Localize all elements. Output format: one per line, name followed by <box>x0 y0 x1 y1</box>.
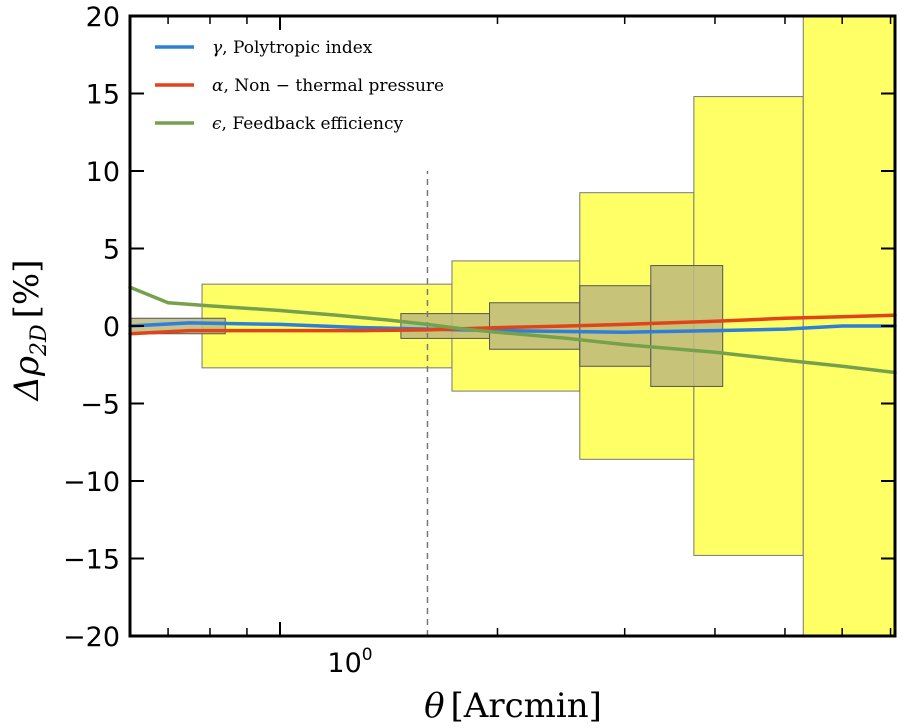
y-tick-label: 20 <box>86 2 120 33</box>
legend: γ, Polytropic index α, Non − thermal pre… <box>155 38 444 134</box>
legend-label-alpha: α, Non − thermal pressure <box>212 76 444 96</box>
x-axis-label-bracket: [Arcmin] <box>451 686 602 726</box>
y-axis-label-bracket: [%] <box>7 259 47 318</box>
y-tick-label: −10 <box>63 467 120 498</box>
plot-frame <box>128 14 897 638</box>
error-box-gray-4 <box>650 265 724 387</box>
series-layer <box>128 285 897 375</box>
y-axis-label-sub: 2D <box>27 324 52 357</box>
x-tick-label-base: 10 <box>327 648 361 679</box>
y-tick-label: 15 <box>86 80 120 111</box>
series-line-epsilon <box>128 285 897 375</box>
y-tick-label: 0 <box>103 312 120 343</box>
legend-label-epsilon: ϵ, Feedback efficiency <box>212 114 404 134</box>
ticks-layer: −20 −15 −10 −5 0 5 10 15 20 <box>63 2 895 653</box>
y-tick-label: −15 <box>63 545 120 576</box>
series-line-alpha <box>128 313 897 336</box>
y-tick-label: 5 <box>103 235 120 266</box>
x-axis-label: θ [Arcmin] <box>424 686 602 726</box>
x-axis-label-main: θ <box>424 686 444 726</box>
legend-label-gamma: γ, Polytropic index <box>212 38 373 58</box>
y-axis-label-main: Δρ <box>7 356 47 403</box>
y-tick-label: −20 <box>63 622 120 653</box>
x-tick-label-exp: 0 <box>362 645 373 665</box>
x-tick-label-major: 100 <box>327 645 372 679</box>
y-tick-label: −5 <box>80 390 120 421</box>
y-axis-label: Δρ2D [%] <box>7 259 52 402</box>
y-tick-label: 10 <box>86 157 120 188</box>
